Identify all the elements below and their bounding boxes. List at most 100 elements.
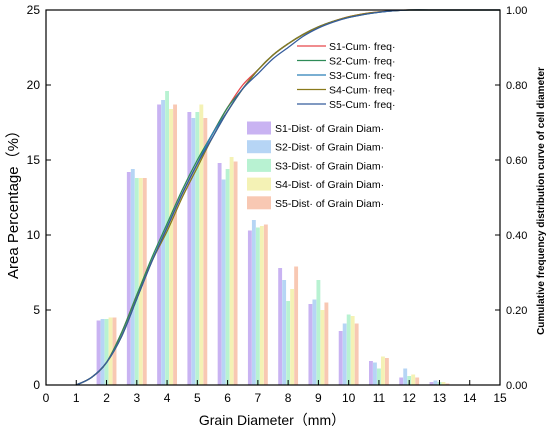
bar-s1-5 — [187, 112, 192, 385]
bar-s2-2 — [100, 319, 105, 385]
x-tick-label: 13 — [433, 391, 447, 405]
bar-s5-9 — [324, 302, 329, 385]
legend-label-cum-s5: S5-Cum· freq· — [329, 99, 396, 111]
bar-s1-7 — [247, 230, 252, 385]
bar-s1-13 — [429, 382, 434, 385]
bar-s2-5 — [191, 118, 196, 385]
bar-s3-3 — [134, 178, 139, 385]
x-tick-label: 2 — [103, 391, 110, 405]
bar-s5-5 — [203, 118, 208, 385]
x-tick-label: 8 — [285, 391, 292, 405]
bar-s5-7 — [263, 224, 268, 385]
legend-label-dist-s5: S5-Dist· of Grain Diam· — [275, 198, 384, 210]
bar-s1-6 — [217, 163, 222, 385]
bar-s1-10 — [338, 331, 343, 385]
plot-frame — [45, 9, 501, 386]
bar-s5-11 — [384, 358, 389, 385]
ticks-layer: 0 1 2 3 4 5 6 7 8 9 10 11 12 13 14 1505101520250.000.20… — [27, 3, 528, 405]
x-tick-label: 9 — [315, 391, 322, 405]
bar-s2-11 — [373, 362, 377, 385]
legend-label-dist-s4: S4-Dist· of Grain Diam· — [275, 179, 384, 191]
bar-s2-9 — [312, 299, 317, 385]
x-tick-label: 4 — [164, 391, 171, 405]
bar-s4-7 — [259, 226, 264, 385]
bar-s1-2 — [96, 320, 101, 385]
bar-s2-8 — [282, 280, 287, 385]
bar-s4-4 — [169, 109, 173, 385]
bar-s2-10 — [342, 323, 347, 385]
x-tick-label: 7 — [255, 391, 262, 405]
x-axis-title: Grain Diameter（mm） — [199, 412, 345, 428]
bar-s3-8 — [286, 301, 291, 385]
y-tick-label: 20 — [27, 78, 41, 92]
legend-label-dist-s3: S3-Dist· of Grain Diam· — [275, 160, 384, 172]
y2-tick-label: 0.80 — [506, 80, 527, 92]
bar-s3-6 — [225, 169, 230, 385]
bar-s3-2 — [104, 319, 109, 385]
x-tick-label: 5 — [194, 391, 201, 405]
bar-s5-10 — [354, 323, 359, 385]
x-tick-label: 10 — [342, 391, 356, 405]
legend-label-dist-s2: S2-Dist· of Grain Diam· — [275, 142, 384, 154]
bar-s3-5 — [195, 112, 200, 385]
cumulative-curves-layer — [75, 9, 500, 386]
legend: S1-Cum· freq· S2-Cum· freq· S3-Cum· freq· S… — [247, 41, 396, 210]
bar-s3-4 — [165, 91, 170, 385]
y2-tick-label: 1.00 — [506, 5, 527, 17]
x-tick-label: 12 — [403, 391, 417, 405]
bar-s5-6 — [233, 161, 238, 385]
bar-s3-11 — [376, 368, 381, 385]
y2-tick-label: 0.40 — [506, 230, 527, 242]
bars-layer — [96, 91, 450, 385]
x-tick-label: 1 — [73, 391, 80, 405]
y-tick-label: 10 — [27, 228, 41, 242]
y-tick-label: 0 — [33, 378, 40, 392]
y2-tick-label: 0.00 — [506, 380, 527, 392]
bar-s4-8 — [290, 289, 295, 385]
bar-s3-9 — [316, 280, 321, 385]
y2-axis-title: Cumulative frequency distribution curve … — [536, 67, 547, 335]
x-tick-label: 3 — [133, 391, 140, 405]
bar-s2-3 — [130, 169, 135, 385]
bar-s3-7 — [255, 227, 260, 385]
legend-swatch-dist-s5 — [247, 196, 271, 210]
x-tick-label: 0 — [43, 391, 50, 405]
y-tick-label: 15 — [27, 153, 41, 167]
legend-swatch-dist-s4 — [247, 177, 271, 191]
cum-line-s5 — [75, 9, 500, 386]
x-tick-label: 15 — [493, 391, 507, 405]
x-tick-label: 14 — [463, 391, 477, 405]
bar-s4-11 — [380, 356, 385, 385]
bar-s4-10 — [350, 316, 355, 385]
x-tick-label: 6 — [224, 391, 231, 405]
legend-label-cum-s3: S3-Cum· freq· — [329, 70, 396, 82]
bar-s5-12 — [415, 377, 420, 385]
bar-s2-6 — [221, 179, 226, 385]
legend-label-dist-s1: S1-Dist· of Grain Diam· — [275, 123, 384, 135]
y-axis-title: Area Percentage（%） — [5, 123, 22, 279]
y2-tick-label: 0.20 — [506, 305, 527, 317]
legend-label-cum-s4: S4-Cum· freq· — [329, 85, 396, 97]
bar-s2-13 — [433, 380, 438, 385]
bar-s4-5 — [199, 104, 204, 385]
bar-s3-10 — [346, 314, 351, 385]
bar-s2-7 — [251, 220, 256, 385]
legend-swatch-dist-s3 — [247, 158, 271, 172]
legend-label-cum-s2: S2-Cum· freq· — [329, 56, 396, 68]
legend-swatch-dist-s2 — [247, 140, 271, 154]
bar-s5-3 — [142, 178, 147, 385]
bar-s5-13 — [445, 383, 450, 385]
y-tick-label: 25 — [27, 3, 41, 17]
bar-s5-8 — [294, 266, 299, 385]
bar-s4-12 — [411, 374, 416, 385]
bar-s1-3 — [126, 172, 131, 385]
legend-swatch-dist-s1 — [247, 121, 271, 135]
y2-tick-label: 0.60 — [506, 155, 527, 167]
bar-s4-13 — [441, 382, 446, 385]
bar-s1-11 — [369, 361, 373, 385]
bar-s4-2 — [108, 317, 113, 385]
x-tick-label: 11 — [373, 391, 386, 405]
bar-s4-3 — [138, 178, 143, 385]
bar-s1-8 — [278, 268, 283, 385]
